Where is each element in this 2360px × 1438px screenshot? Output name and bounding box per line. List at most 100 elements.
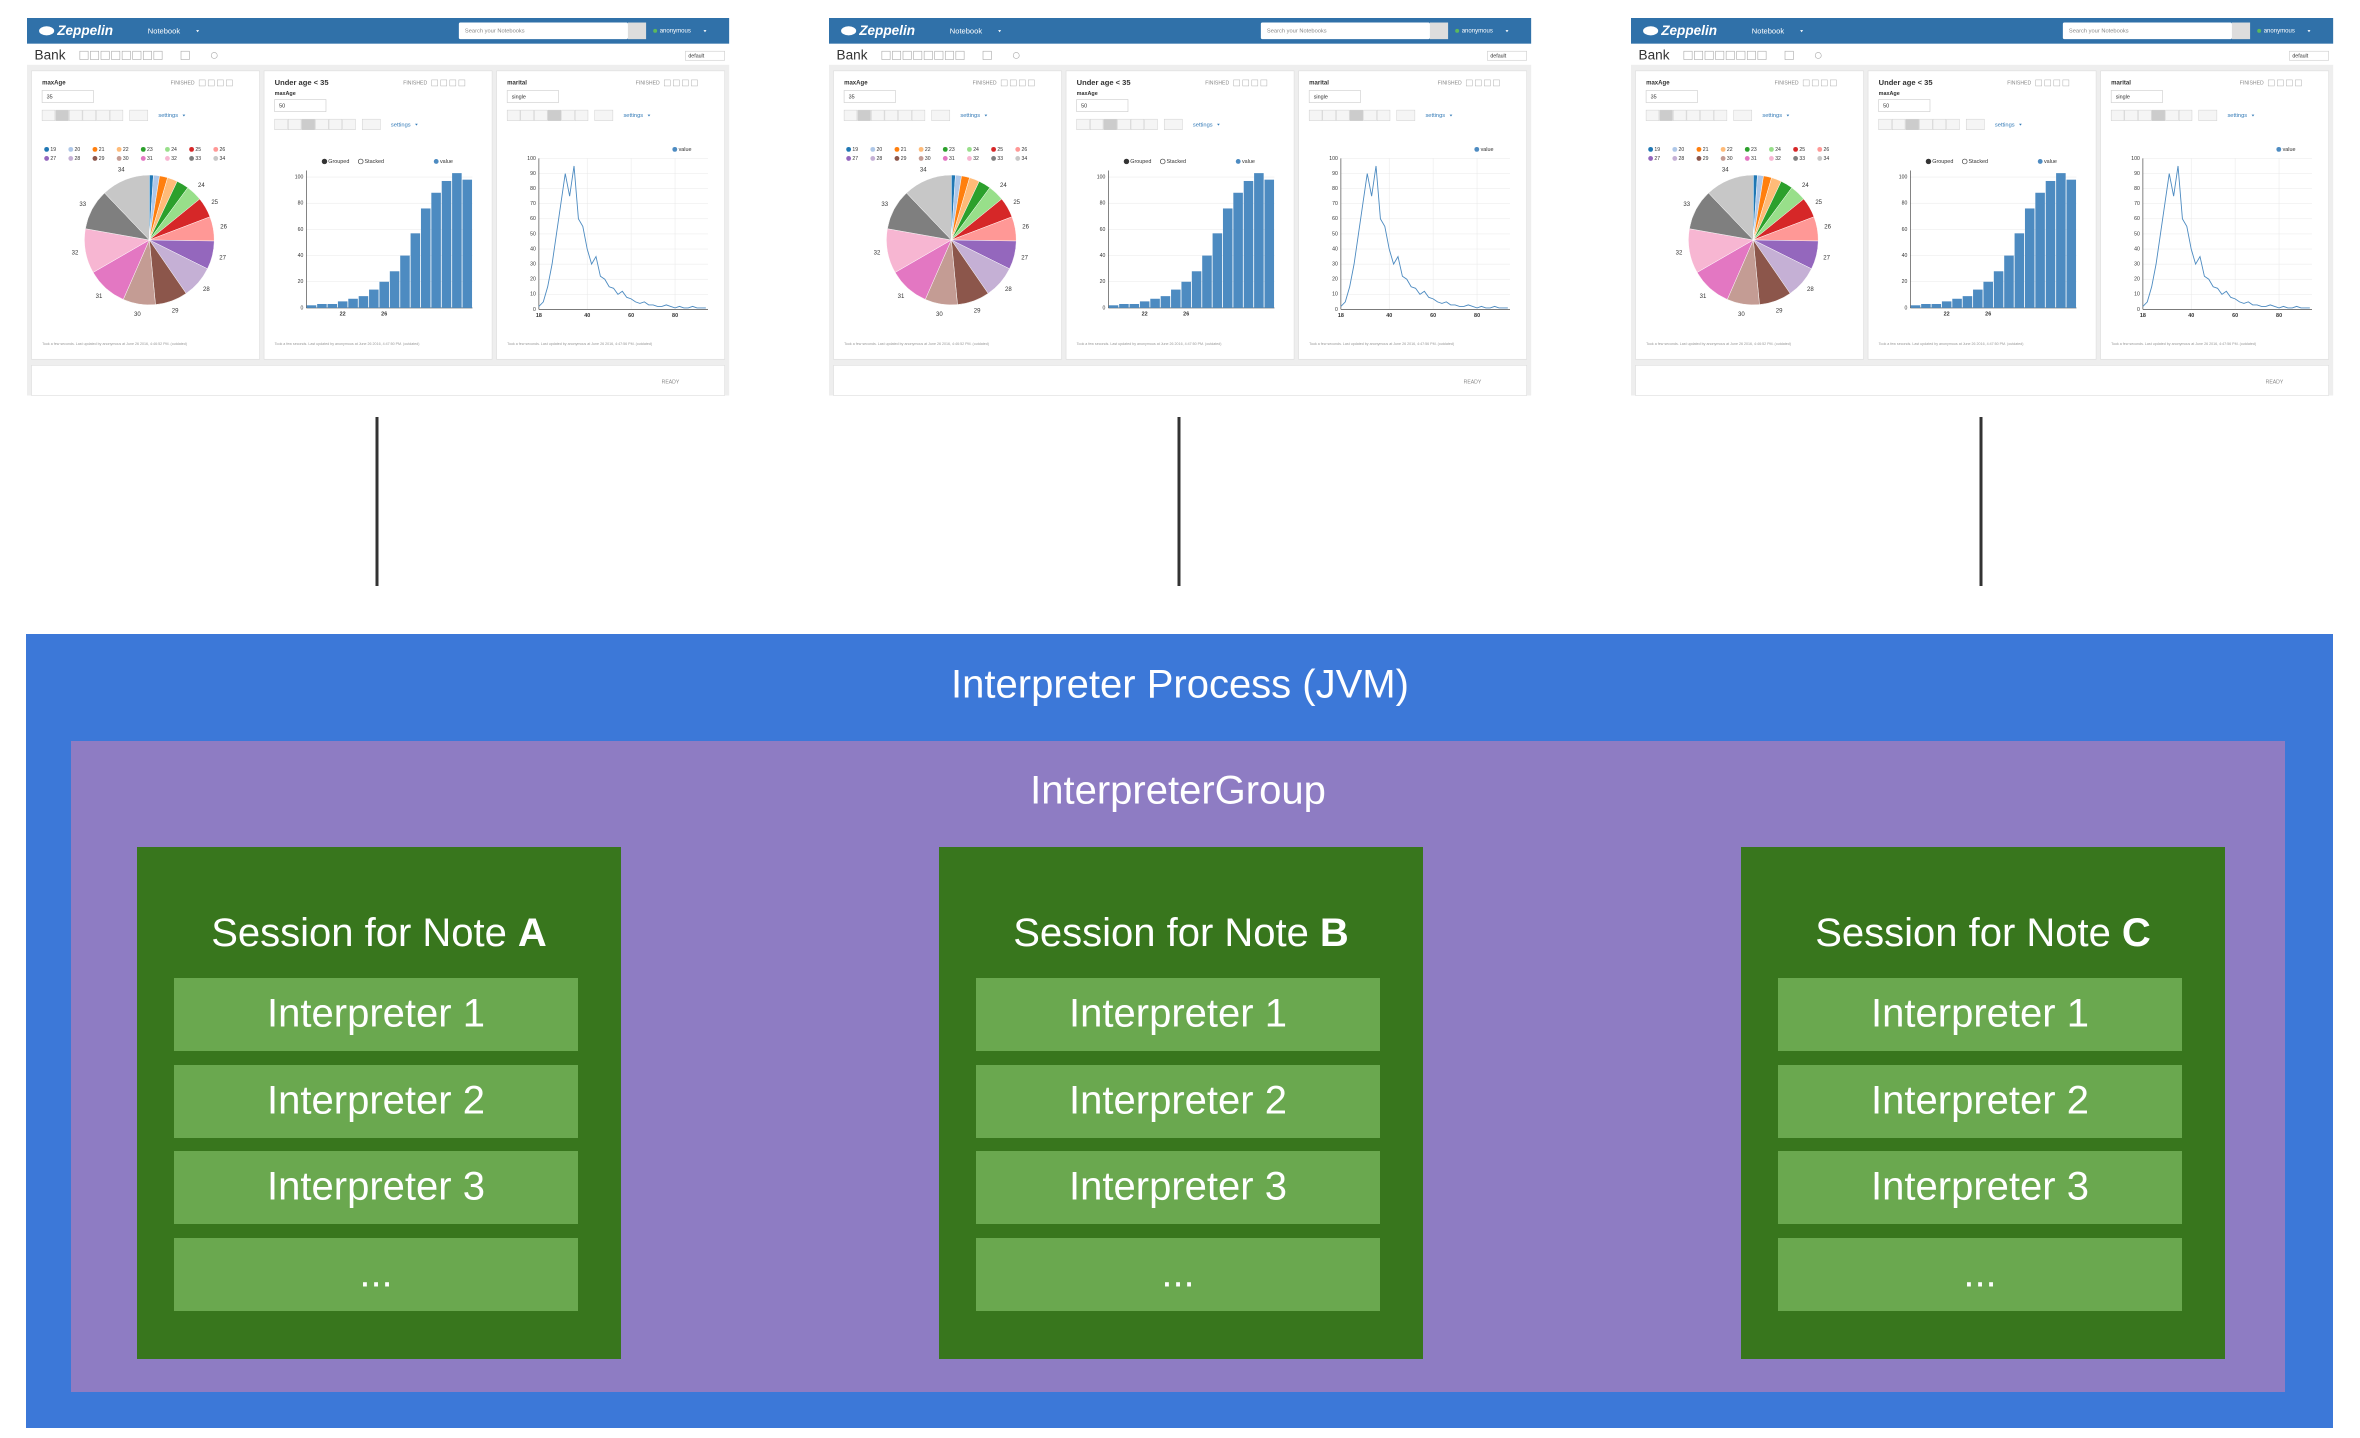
toolbar-icon [121, 50, 131, 60]
toolbar-icon [923, 50, 933, 60]
interpreter-label: Interpreter 2 [1069, 1079, 1287, 1123]
chart-button [1363, 109, 1377, 121]
caret [2019, 123, 2022, 126]
bar [1222, 208, 1233, 308]
interpreter-label: Interpreter 3 [267, 1165, 485, 1209]
interpreter-label: Interpreter 1 [267, 992, 485, 1036]
legend-label: 29 [901, 156, 907, 162]
chart-button [911, 109, 926, 121]
paragraph-icon [2295, 79, 2302, 87]
interpreter-box [976, 978, 1380, 1051]
pie-label: 31 [1700, 294, 1707, 300]
session-label: Session for Note [211, 911, 507, 955]
bar [452, 173, 462, 308]
bar [1993, 271, 2004, 308]
pie-label: 33 [881, 202, 888, 208]
bar [2045, 180, 2056, 308]
legend-label: value [1481, 147, 1494, 153]
legend-dot [68, 156, 74, 161]
legend-dot [1720, 146, 1726, 152]
legend-label: 24 [973, 147, 979, 153]
y-tick-label: 80 [2134, 186, 2140, 192]
caret [415, 123, 418, 126]
chart-button [1103, 118, 1117, 130]
interpreter-box [976, 1151, 1380, 1224]
paragraph-icon [1242, 79, 1250, 87]
bar [389, 271, 400, 308]
legend-option: Grouped [1932, 159, 1953, 165]
param-value: single [2116, 94, 2130, 100]
x-tick-label: 80 [1474, 313, 1480, 319]
legend-radio [1159, 158, 1166, 165]
legend-dot [942, 146, 948, 152]
paragraph-icon [2286, 79, 2293, 87]
legend-radio [321, 158, 328, 165]
legend-dot [846, 146, 852, 152]
bar [1254, 173, 1264, 308]
y-tick-label: 60 [1332, 216, 1338, 222]
y-tick-label: 80 [1902, 201, 1908, 207]
chart-button [1905, 118, 1919, 130]
paragraph-icon [440, 79, 448, 87]
chart-button [1349, 109, 1364, 121]
caret [2251, 114, 2255, 117]
paragraph-icon [1000, 79, 1008, 87]
y-tick-label: 60 [1100, 227, 1106, 233]
param-input [1645, 90, 1698, 103]
paragraph-status: READY [662, 379, 680, 385]
toolbar-icon [1694, 50, 1704, 60]
legend-dot [1769, 156, 1774, 161]
chart-button [2198, 109, 2218, 121]
bar [1941, 301, 1952, 308]
legend-label: 32 [973, 156, 979, 162]
legend-dot [1648, 146, 1654, 152]
interpreter-box [174, 1065, 578, 1138]
interpreter-box [174, 1238, 578, 1311]
interpreter-label: Interpreter 1 [1871, 992, 2089, 1036]
interpreter-box [1778, 978, 2182, 1051]
y-tick-label: 20 [1332, 277, 1338, 283]
legend-option: Grouped [328, 159, 349, 165]
legend-label: 31 [949, 156, 955, 162]
legend-dot [92, 146, 98, 152]
x-tick-label: 40 [2188, 313, 2194, 319]
x-tick-label: 26 [1183, 311, 1189, 317]
param-value: 50 [1883, 103, 1889, 109]
paragraph-footer: Took a few seconds. Last updated by anon… [1646, 342, 1791, 346]
y-tick-label: 20 [1902, 279, 1908, 285]
chart-button [82, 109, 96, 121]
legend-label: 23 [949, 147, 955, 153]
chart-button [2124, 109, 2138, 121]
interpreter-label: ... [1963, 1252, 1996, 1296]
paragraph-icon [1802, 79, 1810, 87]
zeppelin-screenshot: Zeppelin Notebook Search your Notebooks ano… [27, 18, 730, 396]
legend-dot [1474, 146, 1480, 152]
legend-label: 22 [925, 147, 931, 153]
legend-dot [213, 146, 219, 152]
paragraph-footer: Took a few seconds. Last updated by anon… [844, 342, 989, 346]
paragraph-footer: Took a few seconds. Last updated by anon… [1879, 342, 2024, 346]
chart-button [561, 109, 575, 121]
legend-label: 30 [1727, 156, 1733, 162]
chart-button [55, 109, 69, 121]
param-input [843, 90, 896, 103]
pie-label: 32 [72, 251, 79, 257]
pie-label: 29 [172, 309, 179, 315]
legend-label: 32 [1775, 156, 1781, 162]
bar [2014, 233, 2025, 308]
search-placeholder: Search your Notebooks [1267, 29, 1327, 35]
pie-slice [104, 174, 150, 241]
y-tick-label: 80 [1332, 186, 1338, 192]
param-value: 35 [1651, 94, 1657, 100]
legend-label: 33 [997, 156, 1003, 162]
pie-label: 31 [96, 294, 103, 300]
paragraph-icon [1009, 79, 1017, 87]
param-value: 35 [47, 94, 53, 100]
legend-label: 23 [1751, 147, 1757, 153]
legend-label: 30 [123, 156, 129, 162]
x-tick-label: 26 [1985, 311, 1991, 317]
paragraph-icon [198, 79, 206, 87]
paragraph-status: FINISHED [2240, 80, 2264, 86]
search-box [1260, 22, 1430, 40]
